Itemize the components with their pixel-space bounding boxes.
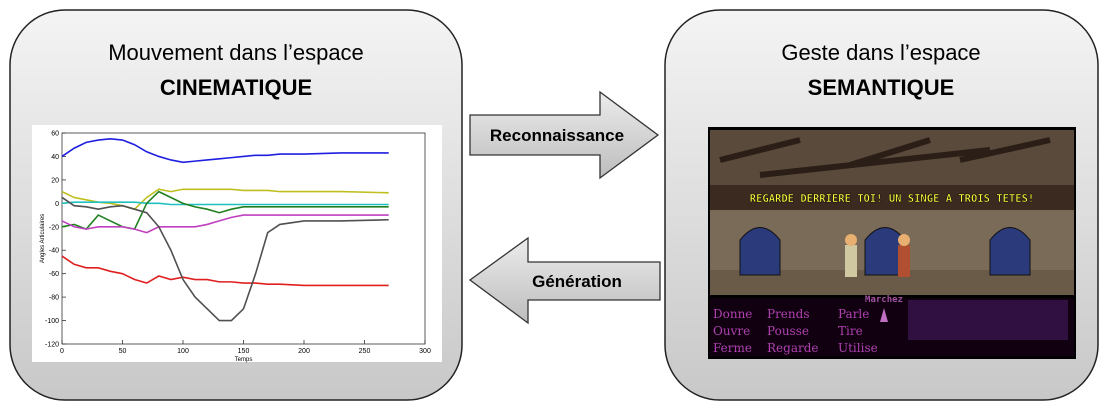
x-tick-label: 200 — [298, 348, 310, 355]
verb-panel: Donne Prends Parle Ouvre Pousse Tire Ferme Rega… — [713, 307, 878, 355]
verb: Ouvre — [713, 324, 750, 338]
game-walk: Marchez — [865, 295, 903, 305]
game-caption: REGARDE DERRIERE TOI! UN SINGE A TROIS T… — [750, 193, 1034, 205]
left-title: Mouvement dans l’espace — [108, 40, 364, 65]
chart: -120 -100 -80 -60 -40 -20 0 20 40 60 0 50 100 150 200 2… — [40, 131, 431, 364]
x-tick-label: 150 — [238, 348, 250, 355]
x-tick-label: 50 — [119, 348, 127, 355]
x-tick-label: 0 — [60, 348, 64, 355]
plot-frame — [62, 133, 425, 344]
y-tick-label: -80 — [49, 295, 59, 302]
verb: Parle — [838, 307, 869, 321]
y-tick-label: -60 — [49, 271, 59, 278]
y-tick-label: -120 — [45, 342, 59, 349]
y-tick-label: -100 — [45, 318, 59, 325]
verb: Donne — [713, 307, 752, 321]
x-axis-label: Temps — [235, 357, 253, 363]
y-tick-label: 20 — [51, 177, 59, 184]
game-screenshot — [708, 127, 1076, 359]
verb: Tire — [838, 324, 863, 338]
x-tick-label: 300 — [419, 348, 431, 355]
y-tick-label: -20 — [49, 224, 59, 231]
right-title: Geste dans l’espace — [781, 40, 980, 65]
y-tick-label: 40 — [51, 154, 59, 161]
right-subtitle: SEMANTIQUE — [808, 75, 955, 100]
verb: Pousse — [767, 324, 809, 338]
y-tick-label: 0 — [55, 201, 59, 208]
verb: Regarde — [767, 341, 819, 355]
verb: Utilise — [838, 341, 878, 355]
verb: Ferme — [713, 341, 752, 355]
arrow-label: Reconnaissance — [490, 126, 624, 145]
diagram: Mouvement dans l’espace CINEMATIQUE Gest… — [0, 0, 1108, 408]
verb: Prends — [767, 307, 809, 321]
left-subtitle: CINEMATIQUE — [160, 75, 312, 100]
y-tick-label: -40 — [49, 248, 59, 255]
x-tick-label: 250 — [359, 348, 371, 355]
y-tick-label: 60 — [51, 131, 59, 138]
y-axis-label: Angles Articulaires — [40, 214, 46, 263]
arrow-label: Génération — [532, 272, 622, 291]
x-tick-label: 100 — [177, 348, 189, 355]
